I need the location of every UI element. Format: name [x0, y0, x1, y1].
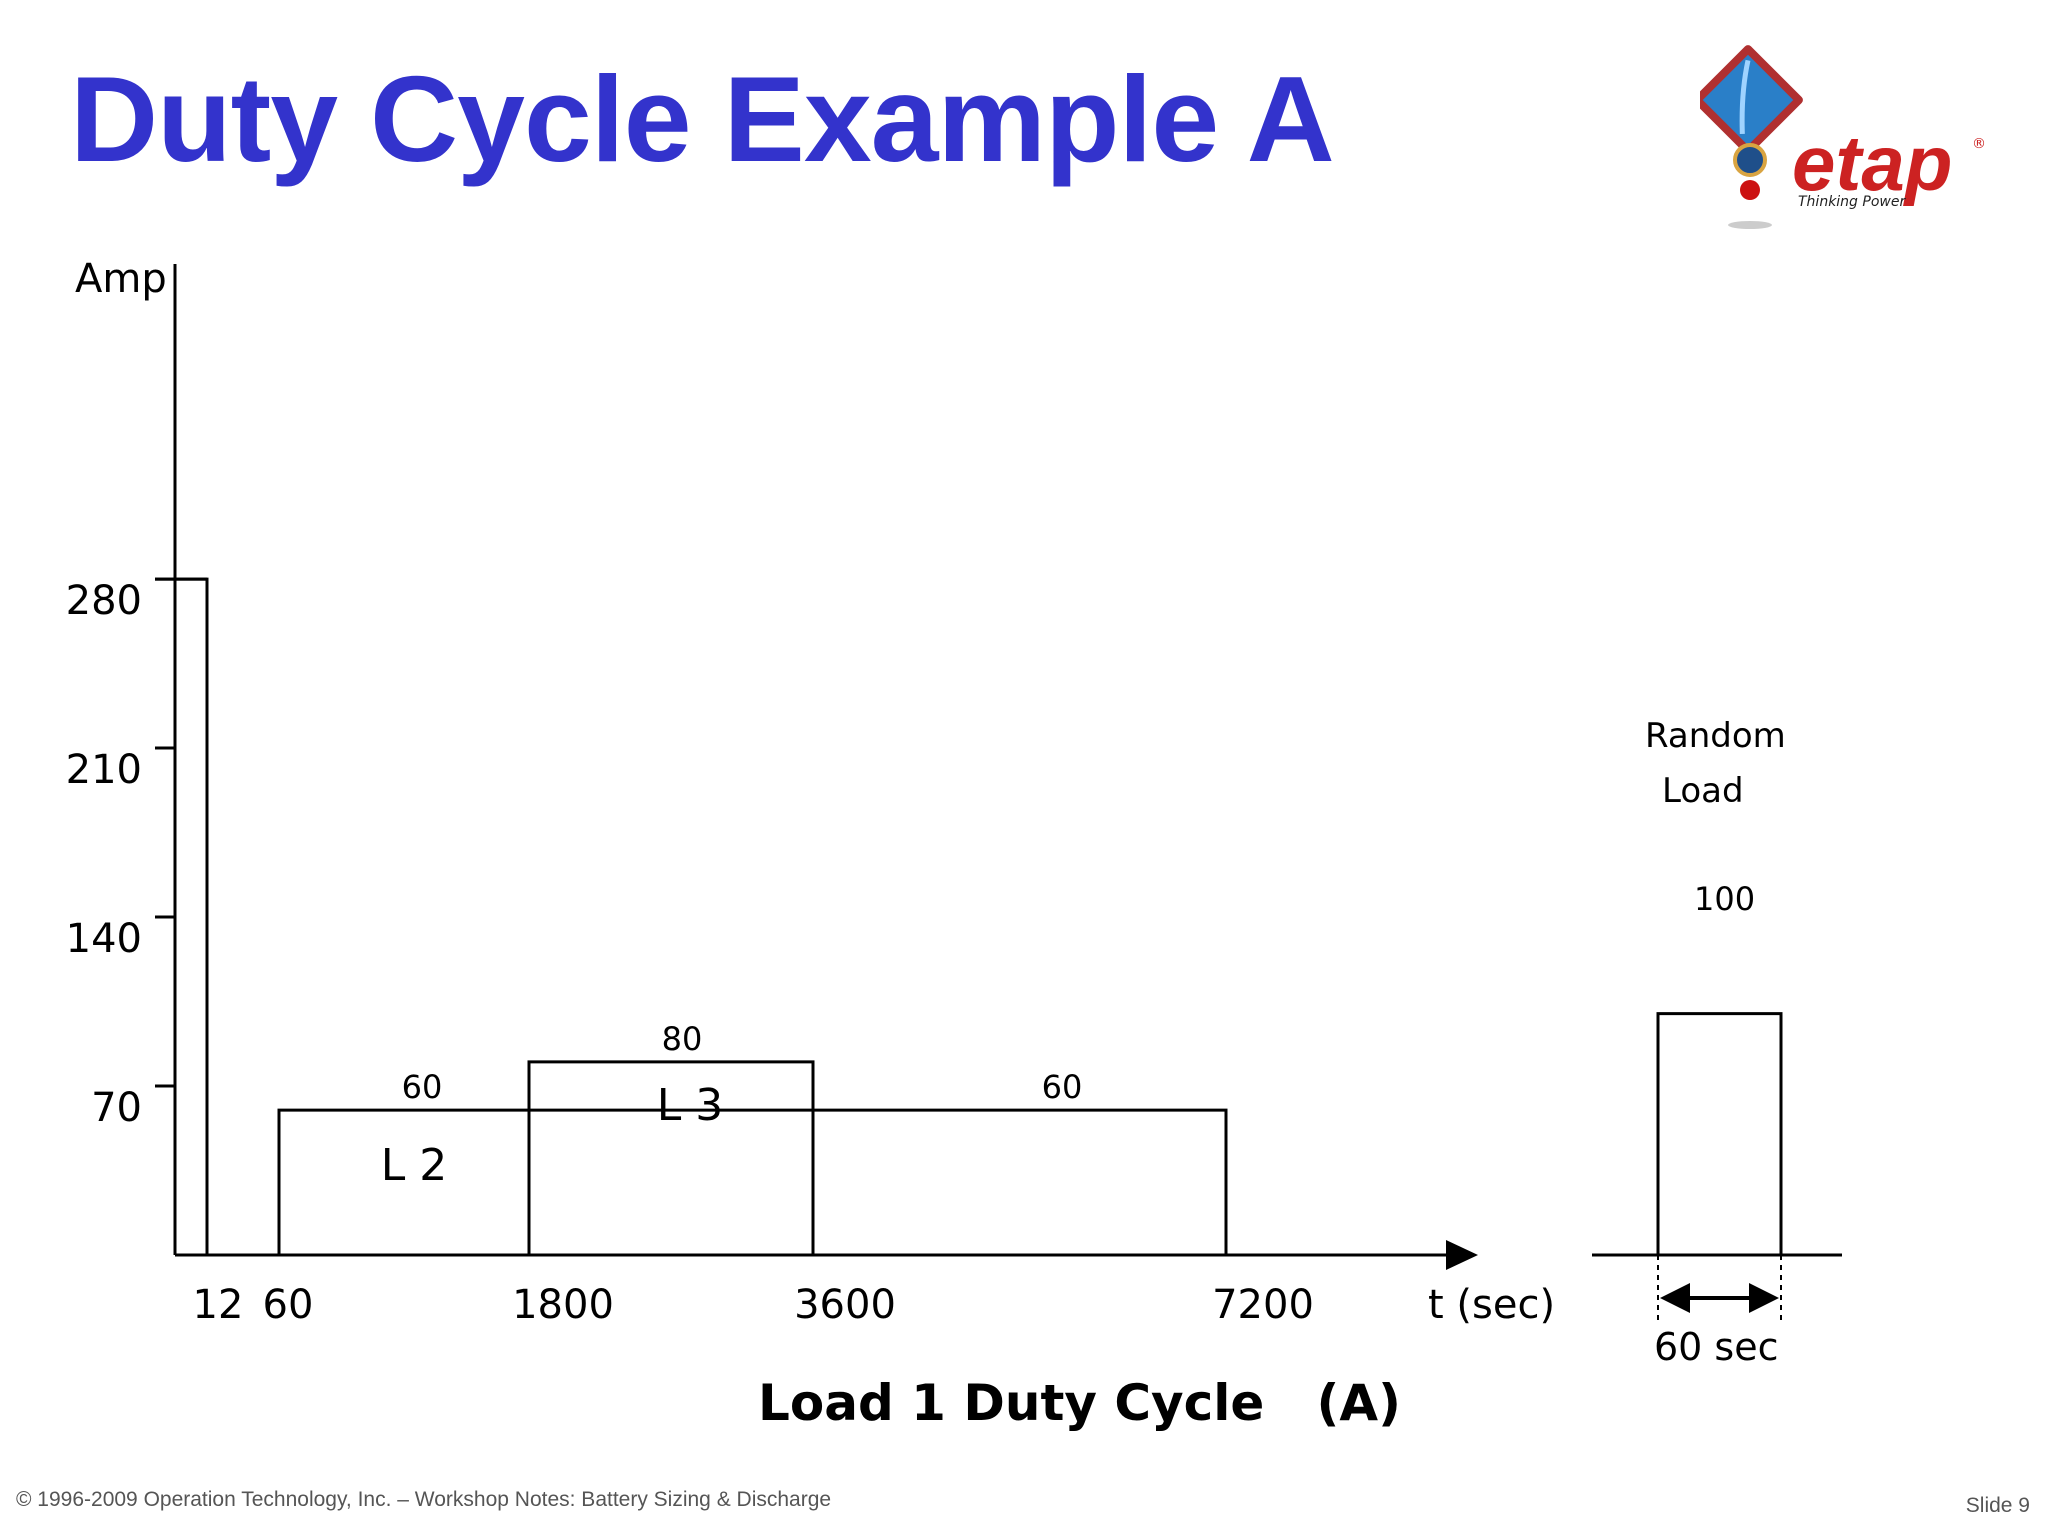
load-bar-3	[527, 1060, 815, 1255]
random-load-title-line1: Random	[1645, 716, 1786, 756]
x-axis-arrow	[1446, 1240, 1478, 1270]
etap-tagline: Thinking Power	[1798, 194, 1906, 210]
y-tick-label-210: 210	[66, 747, 142, 793]
load-l3-name: L 3	[657, 1080, 724, 1131]
load-l2-value-label-right: 60	[1042, 1068, 1083, 1106]
chart-title: Load 1 Duty Cycle (A)	[758, 1374, 1401, 1432]
slide-number: Slide 9	[1965, 1494, 2030, 1517]
x-tick-label-12: 12	[193, 1282, 244, 1328]
x-axis-label: t (sec)	[1428, 1282, 1555, 1328]
slide-title: Duty Cycle Example A	[70, 51, 1335, 187]
x-tick-label-60: 60	[263, 1282, 314, 1328]
duration-arrow-right	[1749, 1283, 1779, 1313]
x-tick-label-1800: 1800	[512, 1282, 614, 1328]
random-load-bar	[1656, 1012, 1783, 1255]
random-load-duration-label: 60 sec	[1654, 1325, 1779, 1369]
etap-wordmark: etap	[1792, 119, 1952, 207]
load-l3-value-label: 80	[662, 1020, 703, 1058]
load-l2-value-label-left: 60	[402, 1068, 443, 1106]
etap-logo-graphic: etap ® Thinking Power	[1693, 45, 1986, 229]
y-axis-label: Amp	[75, 256, 167, 302]
load-bar-2	[277, 1108, 1228, 1255]
y-tick-label-280: 280	[66, 578, 142, 624]
duty-cycle-chart: Amp t (sec) 70 140 210 280 12 60 1800 3600 7200…	[66, 256, 1842, 1432]
random-load-value-label: 100	[1694, 880, 1755, 918]
duration-arrow-left	[1660, 1283, 1690, 1313]
load-bar-1	[173, 577, 209, 1255]
registered-mark: ®	[1972, 136, 1986, 152]
x-tick-label-7200: 7200	[1212, 1282, 1314, 1328]
random-load-title-line2: Load	[1662, 771, 1744, 811]
etap-logo: etap ® Thinking Power	[1693, 40, 2000, 240]
footer-copyright: © 1996-2009 Operation Technology, Inc. –…	[16, 1488, 832, 1511]
x-tick-label-3600: 3600	[794, 1282, 896, 1328]
load-l2-name: L 2	[381, 1140, 448, 1191]
y-tick-label-70: 70	[91, 1085, 142, 1131]
y-tick-label-140: 140	[66, 916, 142, 962]
